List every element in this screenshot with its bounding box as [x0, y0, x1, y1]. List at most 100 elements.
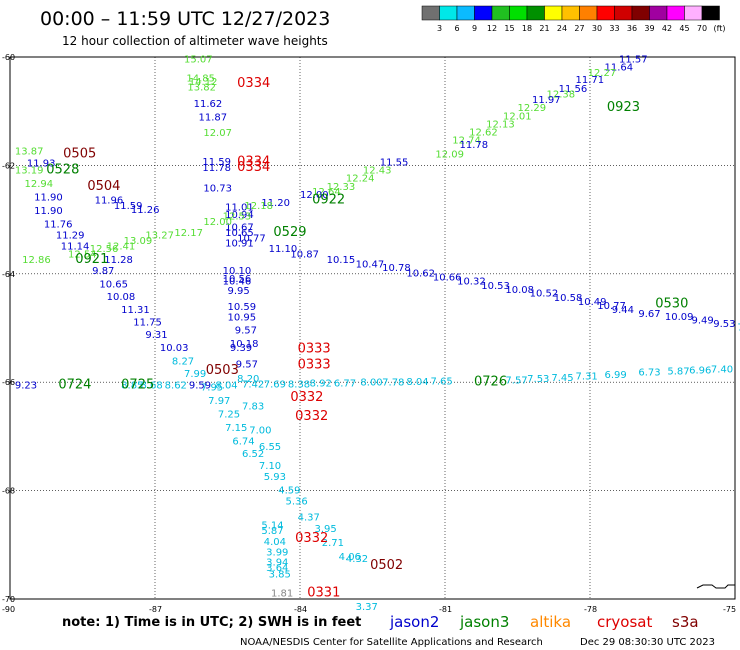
- color-scale-label: 6: [454, 24, 459, 33]
- satellite-pass-labels: 0334033403340505052805040922052909210923…: [46, 76, 688, 600]
- pass-time-label: 0332: [295, 531, 328, 546]
- pass-time-label: 0922: [312, 192, 345, 207]
- wave-height-value: 7.45: [551, 373, 573, 384]
- wave-height-value: 12.56: [90, 244, 119, 255]
- wave-height-value: 4.37: [298, 512, 320, 523]
- color-scale-label: 18: [522, 24, 532, 33]
- wave-height-value: 11.62: [194, 99, 223, 110]
- footer-note: note: 1) Time is in UTC; 2) SWH is in fe…: [62, 615, 361, 630]
- color-scale-swatch: [544, 5, 563, 21]
- wave-height-value: 6.73: [638, 368, 660, 379]
- wave-height-value: 11.10: [269, 244, 298, 255]
- wave-height-value: 10.32: [457, 277, 486, 288]
- wave-height-value: 8.38: [288, 380, 310, 391]
- wave-height-value: 5.93: [264, 472, 286, 483]
- color-scale-swatch: [701, 5, 720, 21]
- wave-height-value: 9.44: [612, 305, 634, 316]
- wave-height-value: 3.85: [269, 569, 291, 580]
- wave-height-value: 10.49: [578, 297, 607, 308]
- wave-height-value: 13.27: [145, 231, 174, 242]
- pass-time-label: 0334: [237, 160, 270, 175]
- wave-height-value: 7.69: [264, 380, 286, 391]
- pass-time-label: 0725: [121, 378, 154, 393]
- coastline-outline: [696, 584, 735, 589]
- wave-height-value: 5.36: [286, 497, 308, 508]
- wave-height-value: 12.09: [435, 149, 464, 160]
- wave-height-value: 11.97: [532, 95, 561, 106]
- wave-height-value: 12.54: [68, 250, 97, 261]
- wave-height-value: 12.86: [22, 255, 51, 266]
- color-scale-label: 24: [557, 24, 567, 33]
- wave-height-value: 7.40: [711, 364, 733, 375]
- wave-height-value: 10.77: [237, 233, 266, 244]
- wave-height-value: 9.95: [228, 286, 250, 297]
- wave-height-value: 7.31: [576, 371, 598, 382]
- wave-height-value: 12.41: [107, 241, 136, 252]
- pass-time-label: 0334: [237, 154, 270, 169]
- wave-height-value: 10.67: [225, 222, 254, 233]
- color-scale-swatch: [596, 5, 615, 21]
- wave-height-value: 10.59: [228, 302, 257, 313]
- wave-height-value: 15.07: [184, 54, 213, 65]
- map-subtitle: 12 hour collection of altimeter wave hei…: [62, 34, 328, 48]
- map-title: 00:00 – 11:59 UTC 12/27/2023: [40, 8, 330, 30]
- wave-height-value: 14.85: [186, 73, 215, 84]
- wave-height-value: 9.53: [713, 319, 735, 330]
- wave-height-value: 9.59: [189, 381, 211, 392]
- wave-height-value: 7.97: [208, 396, 230, 407]
- pass-time-label: 0504: [87, 179, 120, 194]
- wave-height-value: 12.18: [244, 201, 273, 212]
- color-scale-label: 30: [592, 24, 602, 33]
- color-scale-label: 45: [679, 24, 689, 33]
- wave-height-value: 10.87: [290, 250, 319, 261]
- wave-height-value: 11.56: [559, 84, 588, 95]
- pass-time-label: 0923: [607, 100, 640, 115]
- wave-height-value: 10.08: [107, 292, 136, 303]
- wave-height-value: 12.07: [203, 128, 232, 139]
- wave-height-value: 9.31: [145, 330, 167, 341]
- color-scale-label: 3: [437, 24, 442, 33]
- wave-height-value: 10.18: [230, 339, 259, 350]
- wave-height-value: 11.14: [61, 241, 90, 252]
- color-scale-swatch: [491, 5, 510, 21]
- color-scale-label: 70: [697, 24, 707, 33]
- color-scale-label: 36: [627, 24, 637, 33]
- wave-height-value: 5.87: [667, 367, 689, 378]
- wave-height-value: 10.09: [665, 312, 694, 323]
- pass-time-label: 0333: [298, 341, 331, 356]
- map-frame: [9, 56, 736, 600]
- wave-height-value: 8.85: [121, 381, 143, 392]
- wave-height-value: 7.25: [218, 409, 240, 420]
- pass-time-label: 0331: [307, 585, 340, 600]
- wave-height-value: 12.43: [363, 166, 392, 177]
- wave-height-value: 11.75: [133, 317, 162, 328]
- color-scale-label: 15: [504, 24, 514, 33]
- pass-time-label: 0505: [63, 146, 96, 161]
- lat-tick-label: -60: [2, 53, 15, 62]
- lat-tick-label: -64: [2, 270, 15, 279]
- wave-height-value: 12.38: [547, 90, 576, 101]
- color-scale-label: 42: [662, 24, 672, 33]
- lon-tick-label: -87: [149, 605, 162, 614]
- wave-height-value: 13.87: [15, 147, 44, 158]
- wave-height-value: 3.94: [266, 557, 288, 568]
- wave-height-value: 3.95: [315, 524, 337, 535]
- pass-time-label: 0333: [298, 358, 331, 373]
- generated-timestamp: Dec 29 08:30:30 UTC 2023: [580, 637, 715, 648]
- wave-height-value: 12.33: [327, 182, 356, 193]
- wave-height-value: 8.27: [172, 356, 194, 367]
- wave-height-value: 13.09: [124, 236, 153, 247]
- color-scale-swatch: [649, 5, 668, 21]
- wave-height-value: 8.68: [141, 381, 163, 392]
- wave-height-value: 11.90: [34, 206, 63, 217]
- wave-height-value: 10.53: [481, 281, 510, 292]
- wave-height-value: 6.74: [232, 437, 254, 448]
- wave-height-value: 11.26: [131, 205, 160, 216]
- wave-height-value: 4.06: [339, 552, 361, 563]
- pass-time-label: 0332: [290, 390, 323, 405]
- wave-height-value: 11.55: [380, 157, 409, 168]
- lat-lon-grid: [10, 57, 735, 599]
- wave-height-value: 11.59: [202, 157, 231, 168]
- wave-height-value: 12.01: [503, 111, 532, 122]
- wave-height-value: 11.87: [199, 112, 228, 123]
